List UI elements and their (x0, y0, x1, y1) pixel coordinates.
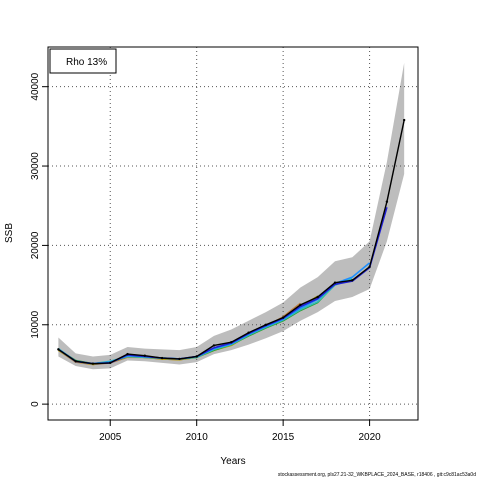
series-point (178, 357, 181, 361)
series-point (109, 361, 112, 365)
x-tick-label: 2010 (186, 432, 209, 443)
series-point (368, 265, 371, 269)
series-point (333, 281, 337, 284)
series-point (351, 279, 354, 282)
series-point (212, 344, 216, 347)
x-axis: 2005 2010 2015 2020 (99, 420, 381, 443)
series-point (126, 352, 129, 356)
y-axis-title: SSB (4, 223, 15, 243)
x-tick-label: 2020 (358, 432, 381, 443)
legend: Rho 13% (49, 48, 117, 74)
y-tick-label: 0 (30, 401, 41, 407)
x-tick-label: 2005 (99, 432, 122, 443)
series-point (402, 118, 406, 122)
series-point (264, 323, 268, 326)
legend-label: Rho 13% (66, 57, 107, 68)
series-point (230, 341, 233, 344)
series-point (57, 348, 60, 351)
plot-frame (47, 46, 419, 421)
series-point (316, 295, 319, 299)
series-layer (57, 118, 406, 366)
series-point (195, 355, 198, 358)
series-point (385, 200, 389, 203)
footer-caption: stockassessment.org, pls27.21-32_WKBPLAC… (277, 472, 476, 478)
legend-box (49, 48, 117, 74)
confidence-band (58, 62, 405, 370)
series-point (160, 356, 164, 360)
y-tick-label: 30000 (30, 152, 41, 180)
series-point (74, 360, 77, 363)
series-point (247, 331, 250, 334)
series-point (281, 316, 285, 319)
series-point (143, 354, 147, 357)
grid-layer (48, 47, 418, 420)
y-tick-label: 20000 (30, 231, 41, 259)
x-tick-label: 2015 (272, 432, 295, 443)
series-point (299, 303, 302, 307)
x-axis-title: Years (220, 456, 245, 467)
series-point (91, 362, 95, 365)
y-tick-label: 10000 (30, 310, 41, 338)
y-axis: 0 10000 20000 30000 40000 (30, 72, 48, 407)
confidence-band-layer (58, 62, 405, 370)
y-tick-label: 40000 (30, 72, 41, 100)
